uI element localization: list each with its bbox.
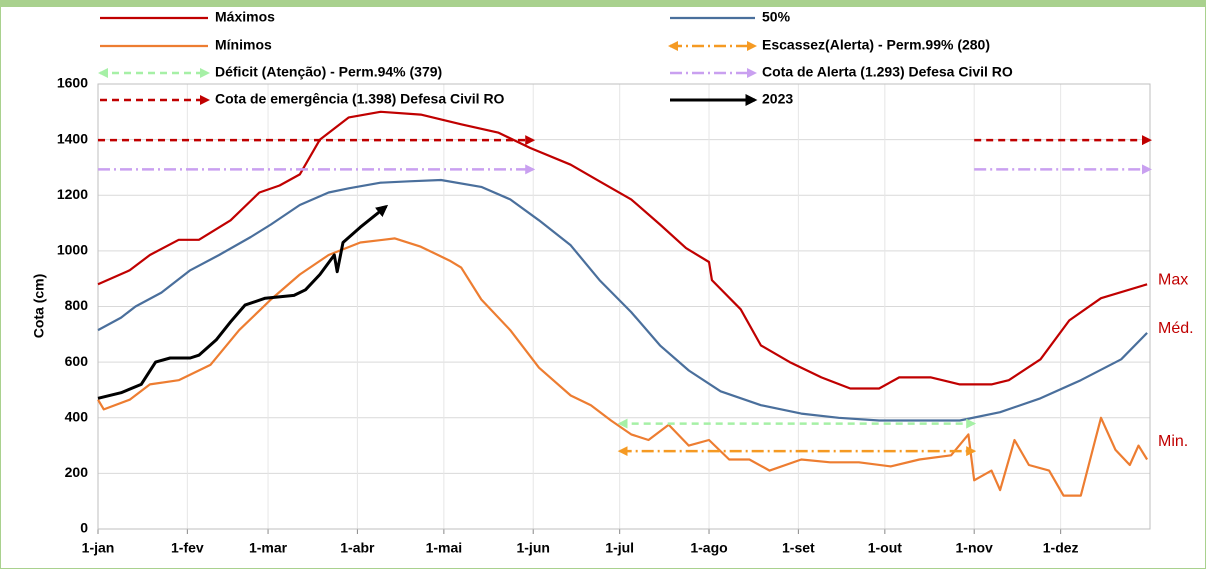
x-tick-label: 1-mar [249,540,288,556]
legend-label: Déficit (Atenção) - Perm.94% (379) [215,64,442,80]
x-tick-label: 1-jan [82,540,115,556]
y-tick-label: 200 [65,464,89,480]
y-tick-label: 0 [80,520,88,536]
y-tick-label: 1600 [57,75,88,91]
x-tick-label: 1-jun [516,540,549,556]
x-tick-label: 1-out [868,540,903,556]
annotation: Max [1158,271,1188,288]
legend-label: Escassez(Alerta) - Perm.99% (280) [762,37,990,53]
top-band [0,0,1206,7]
x-tick-label: 1-nov [956,540,994,556]
legend-label: Máximos [215,9,275,25]
annotation: Méd. [1158,320,1194,337]
series-line [97,237,1149,497]
legend-label: 50% [762,9,791,25]
series-line [97,110,1148,390]
series-line [97,204,389,400]
y-tick-label: 1000 [57,242,88,258]
x-tick-label: 1-mai [426,540,463,556]
legend-label: Mínimos [215,37,272,53]
x-tick-label: 1-dez [1043,540,1079,556]
y-axis-label: Cota (cm) [31,274,47,339]
y-tick-label: 400 [65,408,89,424]
x-tick-label: 1-fev [171,540,204,556]
legend-label: 2023 [762,91,793,107]
x-tick-label: 1-set [782,540,815,556]
plot-border [97,83,1151,530]
y-tick-label: 1200 [57,186,88,202]
legend-label: Cota de emergência (1.398) Defesa Civil … [215,91,505,107]
y-tick-label: 800 [65,297,89,313]
legend-label: Cota de Alerta (1.293) Defesa Civil RO [762,64,1013,80]
x-tick-label: 1-jul [605,540,634,556]
x-tick-label: 1-ago [690,540,727,556]
y-tick-label: 1400 [57,130,88,146]
y-tick-label: 600 [65,353,89,369]
annotation: Min. [1158,433,1188,450]
x-tick-label: 1-abr [340,540,375,556]
